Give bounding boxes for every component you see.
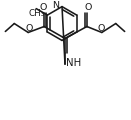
Text: O: O bbox=[26, 24, 33, 33]
Text: CH₃: CH₃ bbox=[28, 9, 44, 18]
Text: O: O bbox=[39, 3, 47, 12]
Text: O: O bbox=[97, 24, 105, 33]
Text: O: O bbox=[84, 3, 92, 12]
Text: NH: NH bbox=[66, 58, 82, 68]
Text: N: N bbox=[53, 1, 60, 10]
